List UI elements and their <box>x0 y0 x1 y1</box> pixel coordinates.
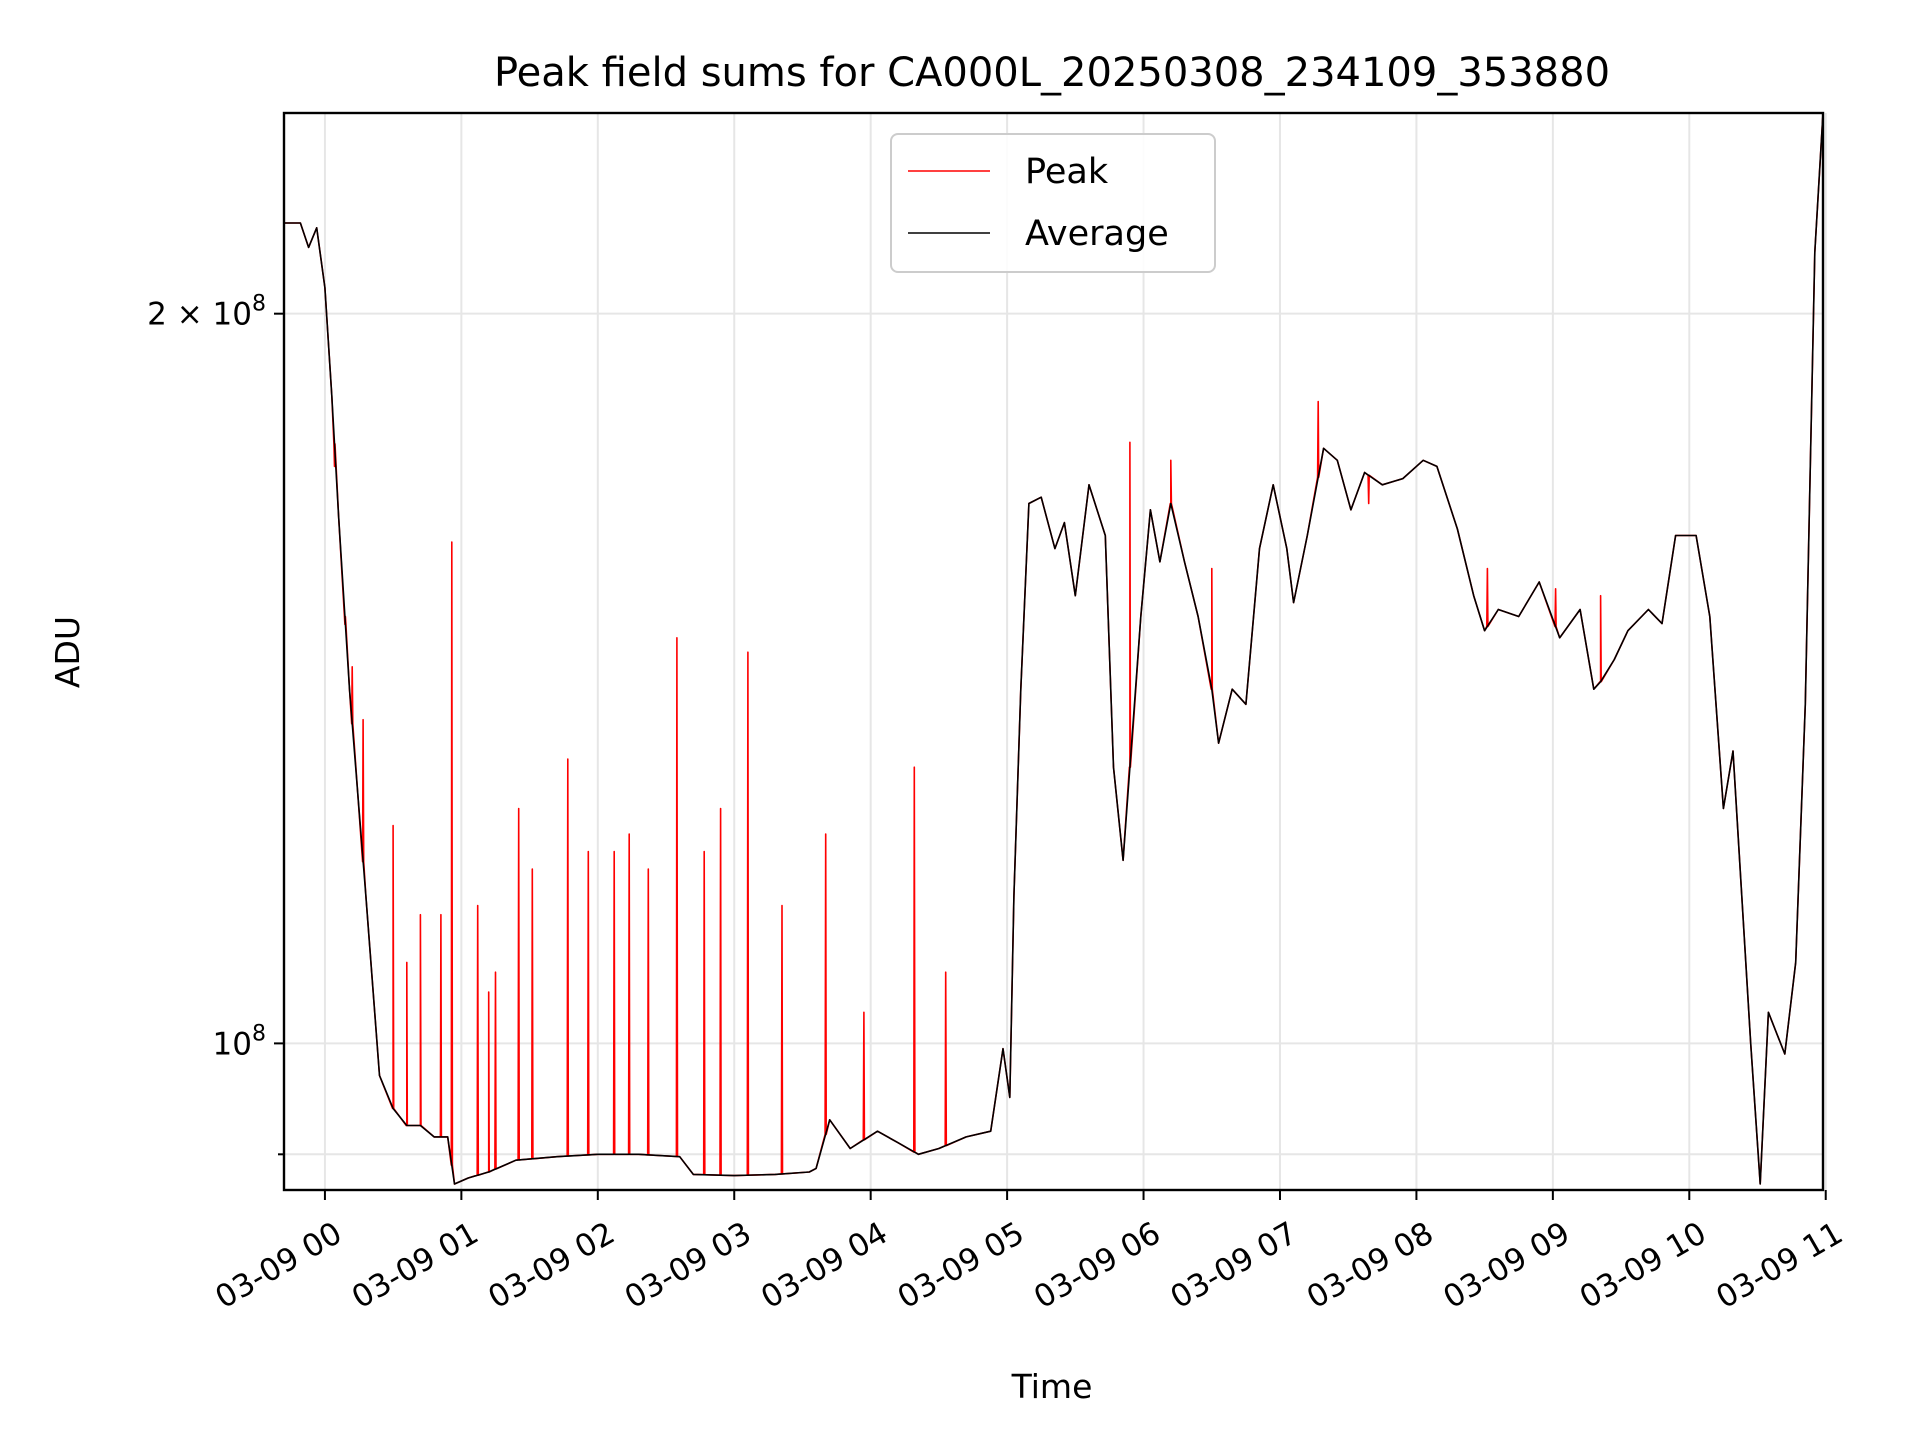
y-axis: 108 2 × 108 <box>147 292 284 1156</box>
y-tick-label: 108 <box>213 1021 266 1062</box>
series-line-average <box>284 113 1823 1185</box>
chart-title: Peak field sums for CA000L_20250308_2341… <box>494 50 1610 96</box>
y-axis-label: ADU <box>48 616 87 688</box>
legend-box <box>890 133 1216 273</box>
legend: Peak Average <box>890 133 1216 273</box>
x-axis-label: Time <box>1011 1367 1093 1406</box>
legend-label-peak: Peak <box>1025 152 1109 192</box>
legend-label-average: Average <box>1025 214 1169 254</box>
series-layer <box>284 113 1823 1185</box>
y-tick-label: 2 × 108 <box>147 292 266 333</box>
plot-frame <box>282 111 1825 1192</box>
grid <box>284 113 1827 1190</box>
